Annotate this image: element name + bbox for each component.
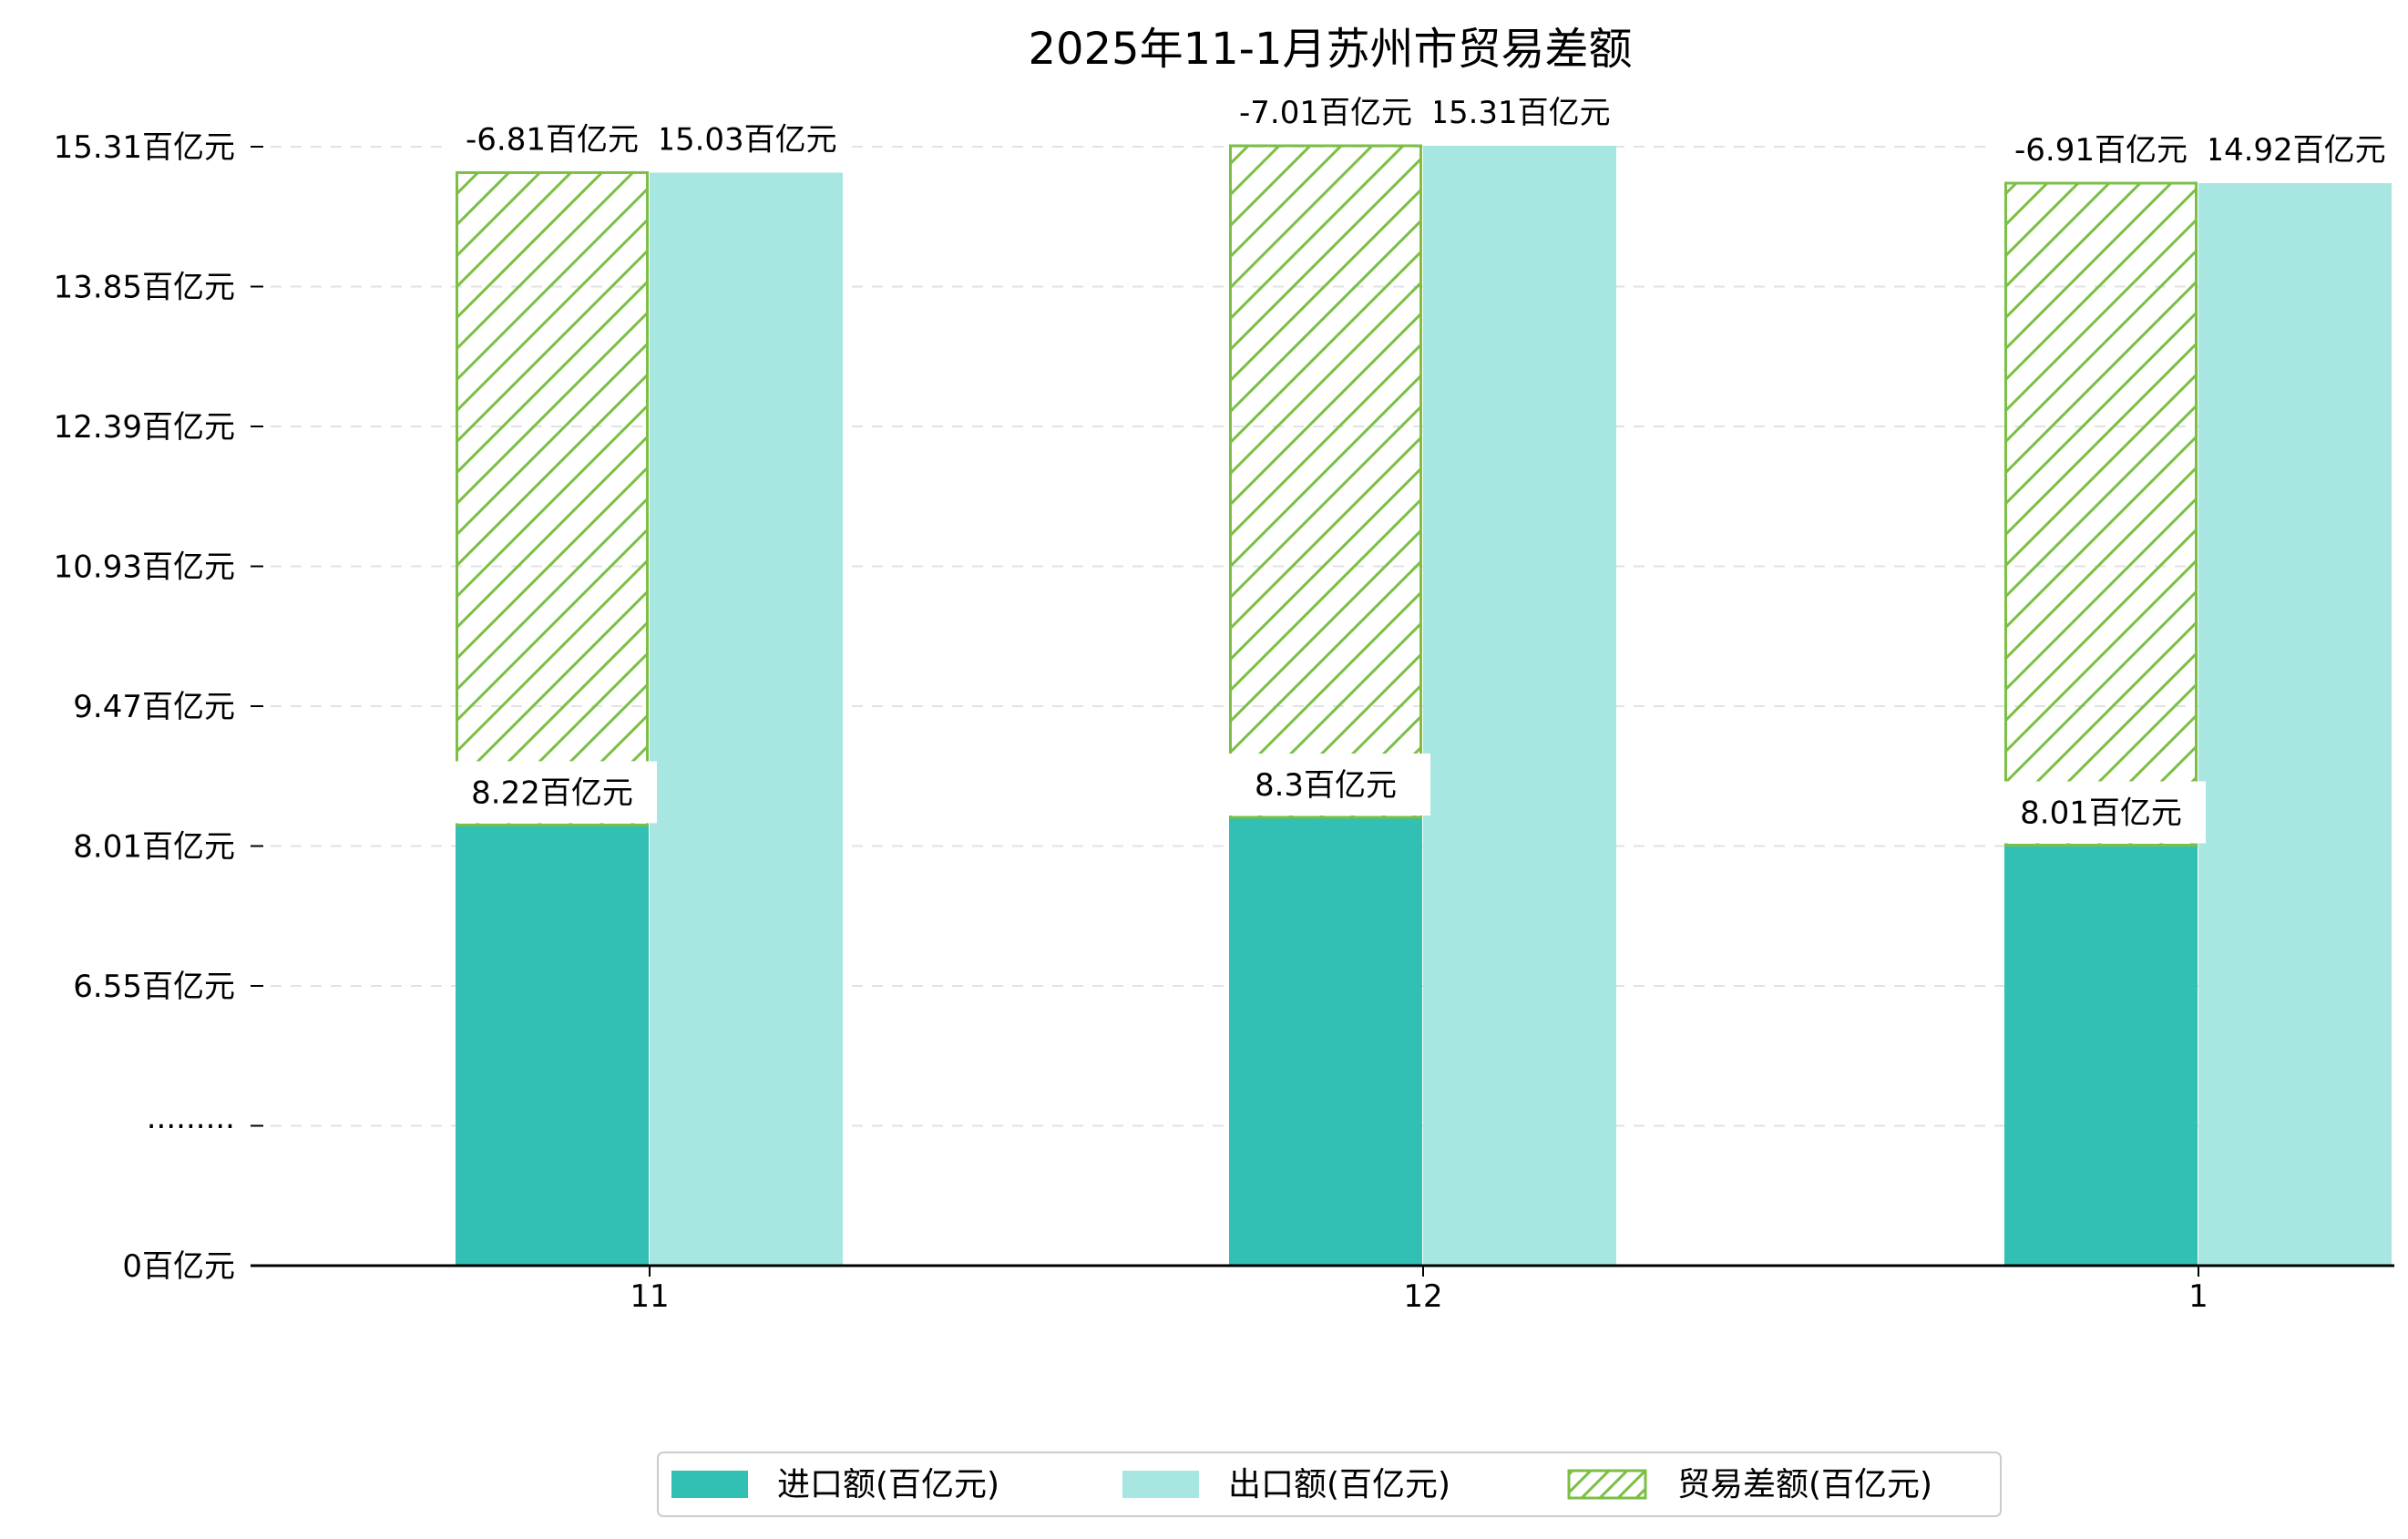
trade-balance-value-label-bg xyxy=(1992,118,2210,181)
import-value-label: 8.22百亿元 xyxy=(471,775,633,811)
import-bar xyxy=(456,825,649,1266)
import-bar xyxy=(1229,817,1422,1266)
y-tick-label: 0百亿元 xyxy=(122,1248,235,1285)
trade-balance-value-label-bg xyxy=(443,108,661,170)
legend: 进口额(百亿元) 出口额(百亿元) 贸易差额(百亿元) xyxy=(657,1452,2002,1517)
x-tick-label: 1 xyxy=(2188,1278,2208,1315)
y-tick-label: 13.85百亿元 xyxy=(54,270,235,306)
legend-label: 进口额(百亿元) xyxy=(777,1466,999,1503)
y-tick-label: 9.47百亿元 xyxy=(73,689,235,725)
trade-balance-value-label: -7.01百亿元 xyxy=(1239,95,1412,131)
legend-swatch xyxy=(671,1471,748,1498)
export-bar xyxy=(1423,146,1616,1266)
export-value-label: 14.92百亿元 xyxy=(2204,132,2385,169)
legend-swatch xyxy=(1122,1471,1199,1498)
legend-frame xyxy=(657,1452,2002,1517)
legend-label: 贸易差额(百亿元) xyxy=(1677,1466,1932,1503)
chart-title: 2025年11-1月苏州市贸易差额 xyxy=(1028,24,1632,75)
trade-balance-bar xyxy=(456,170,649,826)
y-axis: 0百亿元 ········· 6.55百亿元 8.01百亿元 9.47百亿元 10.93百… xyxy=(54,129,263,1285)
x-tick-label: 12 xyxy=(1403,1278,1442,1315)
export-bar xyxy=(2198,183,2392,1266)
y-tick-label: ········· xyxy=(147,1109,235,1145)
import-value-label: 8.01百亿元 xyxy=(2020,795,2182,832)
export-value-label: 15.03百亿元 xyxy=(655,121,836,158)
trade-balance-value-label: -6.81百亿元 xyxy=(466,121,639,158)
export-value-label-bg xyxy=(1415,81,1624,143)
export-value-label-bg xyxy=(2190,118,2400,181)
trade-balance-bar xyxy=(2004,181,2198,846)
legend-label: 出口额(百亿元) xyxy=(1228,1466,1450,1503)
data-labels: 8.22百亿元 15.03百亿元 -6.81百亿元 8.3百亿元 15.31百亿元 -7.… xyxy=(443,81,2400,844)
trade-balance-value-label-bg xyxy=(1216,81,1435,143)
y-tick-label: 12.39百亿元 xyxy=(54,409,235,446)
import-bar xyxy=(2004,845,2198,1266)
x-axis: 11 12 1 xyxy=(630,1266,2208,1315)
y-tick-label: 10.93百亿元 xyxy=(54,549,235,586)
y-tick-label: 6.55百亿元 xyxy=(73,969,235,1005)
import-value-label-bg xyxy=(447,761,657,824)
import-value-label-bg xyxy=(1221,754,1430,816)
trade-balance-value-label: -6.91百亿元 xyxy=(2014,132,2188,169)
y-tick-label: 8.01百亿元 xyxy=(73,829,235,866)
export-value-label-bg xyxy=(641,108,851,170)
export-bar xyxy=(650,172,843,1266)
export-value-label: 15.31百亿元 xyxy=(1429,95,1610,131)
bars xyxy=(456,144,2392,1266)
x-tick-label: 11 xyxy=(630,1278,669,1315)
y-tick-label: 15.31百亿元 xyxy=(54,129,235,166)
legend-swatch xyxy=(1567,1469,1647,1500)
import-value-label-bg xyxy=(1996,781,2206,844)
trade-balance-bar xyxy=(1229,144,1422,819)
import-value-label: 8.3百亿元 xyxy=(1255,767,1397,804)
